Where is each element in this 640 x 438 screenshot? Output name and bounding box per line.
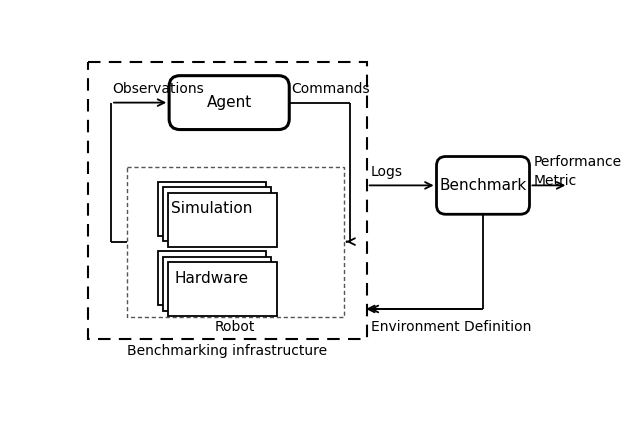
Bar <box>168 193 277 247</box>
Text: Simulation: Simulation <box>171 201 252 216</box>
Text: Observations: Observations <box>113 82 204 96</box>
Text: Commands: Commands <box>292 82 370 96</box>
FancyBboxPatch shape <box>436 156 529 214</box>
Text: Benchmarking infrastructure: Benchmarking infrastructure <box>127 344 327 358</box>
Text: Agent: Agent <box>207 95 252 110</box>
Bar <box>168 262 277 316</box>
Text: Benchmark: Benchmark <box>440 178 527 193</box>
Bar <box>127 166 344 317</box>
Text: Hardware: Hardware <box>175 271 249 286</box>
Bar <box>163 187 271 241</box>
Text: Logs: Logs <box>371 165 403 179</box>
Text: Performance
Metric: Performance Metric <box>533 155 621 188</box>
Text: Environment Definition: Environment Definition <box>371 320 531 334</box>
Text: Robot: Robot <box>215 320 255 334</box>
Bar <box>163 257 271 311</box>
Bar <box>88 62 367 339</box>
Bar <box>157 182 266 236</box>
Bar <box>157 251 266 305</box>
FancyBboxPatch shape <box>169 76 289 130</box>
